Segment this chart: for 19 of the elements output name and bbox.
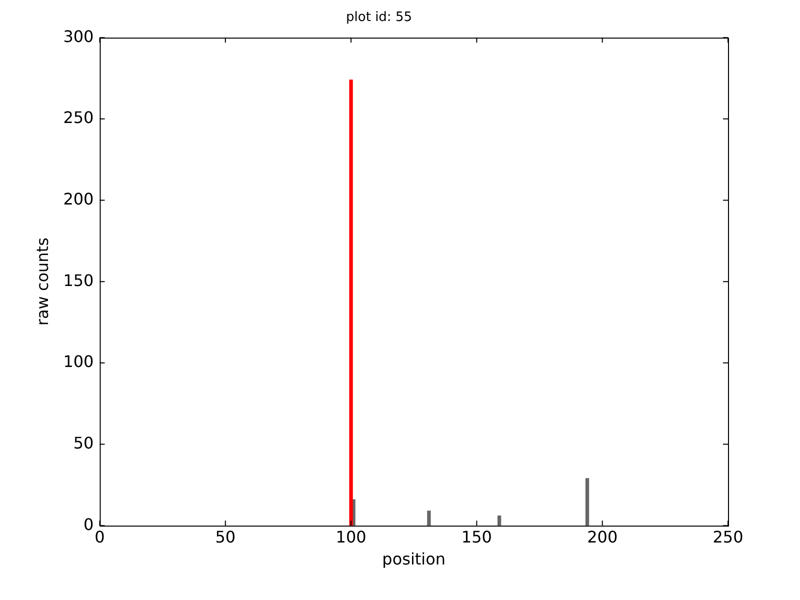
x-axis-title: position: [382, 550, 446, 569]
x-tick-label: 150: [461, 527, 492, 546]
y-tick-label: 200: [63, 189, 94, 208]
bar: [427, 510, 431, 526]
y-tick-label: 150: [63, 270, 94, 290]
y-tick-label: 0: [84, 514, 94, 534]
y-axis-title: raw counts: [32, 238, 52, 326]
x-tick-label: 50: [215, 527, 236, 546]
y-tick-label: 300: [63, 26, 94, 46]
y-tick-label: 100: [63, 352, 94, 372]
bar: [497, 516, 502, 526]
x-tick-label: 100: [336, 527, 366, 546]
x-tick-label: 200: [587, 527, 618, 546]
bar: [349, 80, 353, 526]
chart-title: plot id: 55: [346, 10, 412, 26]
y-tick-label: 50: [73, 433, 94, 452]
y-tick-label: 250: [63, 108, 94, 128]
x-tick-label: 250: [712, 527, 744, 546]
bar: [585, 478, 590, 526]
